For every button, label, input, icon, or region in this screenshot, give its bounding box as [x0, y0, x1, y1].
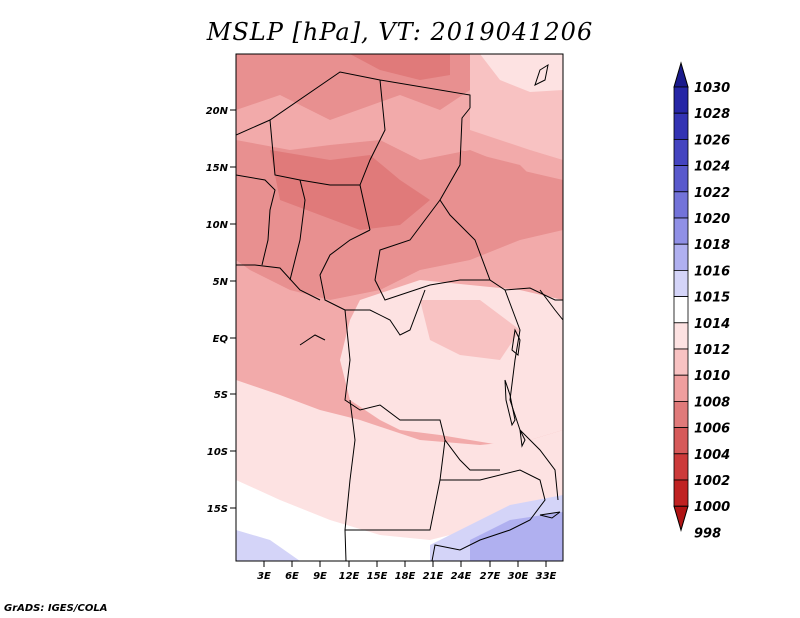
lat-label: 15N [206, 163, 229, 174]
plot-title: MSLP [hPa], VT: 2019041206 [206, 18, 594, 46]
lat-label: 10S [207, 447, 228, 458]
colorbar-label: 1030 [694, 81, 730, 96]
colorbar-label: 1008 [694, 395, 730, 410]
colorbar-swatch [673, 322, 689, 350]
colorbar-label: 1016 [694, 264, 730, 279]
lon-label: 15E [367, 571, 388, 582]
colorbar-label: 1012 [694, 343, 730, 358]
lat-label: 10N [206, 220, 229, 231]
colorbar-swatch [673, 191, 689, 219]
colorbar-label: 1010 [694, 369, 730, 384]
colorbar-swatch [673, 243, 689, 271]
colorbar-label: 1004 [694, 448, 730, 463]
colorbar-swatch [673, 400, 689, 428]
lon-label: 33E [536, 571, 557, 582]
colorbar-label: 1002 [694, 474, 730, 489]
colorbar-swatch [673, 165, 689, 193]
footer-credit: GrADS: IGES/COLA [4, 603, 108, 614]
lat-label: 20N [206, 106, 229, 117]
colorbar-swatch [673, 453, 689, 481]
colorbar-bottom-arrow [673, 505, 689, 532]
lat-label: 5S [214, 390, 228, 401]
lakes [504, 63, 561, 519]
colorbar-label: 1028 [694, 107, 730, 122]
lon-label: 18E [395, 571, 416, 582]
country-borders [236, 71, 563, 561]
colorbar-swatch [673, 138, 689, 166]
pressure-field [236, 54, 563, 561]
colorbar-label: 1022 [694, 186, 730, 201]
lon-label: 9E [313, 571, 327, 582]
colorbar-swatch [673, 112, 689, 140]
lon-label: 21E [423, 571, 444, 582]
colorbar-label: 1024 [694, 160, 730, 175]
colorbar-top-arrow [673, 61, 689, 88]
colorbar-label: 1026 [694, 133, 730, 148]
lon-label: 3E [257, 571, 271, 582]
colorbar-swatch [673, 269, 689, 297]
colorbar-swatch [673, 348, 689, 376]
colorbar-swatch [673, 217, 689, 245]
colorbar-label: 998 [694, 526, 721, 541]
lat-axis [230, 109, 236, 509]
lat-label: EQ [213, 334, 229, 345]
colorbar-swatch [673, 296, 689, 324]
lon-label: 24E [451, 571, 472, 582]
colorbar-label: 1018 [694, 238, 730, 253]
lon-label: 12E [339, 571, 360, 582]
colorbar-swatch [673, 427, 689, 455]
colorbar-swatch [673, 479, 689, 507]
colorbar-swatch [673, 374, 689, 402]
map-frame [235, 53, 564, 562]
colorbar-label: 1000 [694, 500, 730, 515]
lat-label: 5N [213, 277, 229, 288]
colorbar-label: 1006 [694, 422, 730, 437]
colorbar-label: 1020 [694, 212, 730, 227]
colorbar-label: 1015 [694, 291, 730, 306]
lon-axis [263, 561, 547, 567]
colorbar: 1030 1028 1026 1024 1022 1020 1018 1016 1015 1014… [673, 61, 730, 541]
colorbar-label: 1014 [694, 317, 730, 332]
lon-label: 27E [480, 571, 501, 582]
colorbar-swatch [673, 86, 689, 114]
lon-label: 6E [285, 571, 299, 582]
lat-label: 15S [207, 504, 228, 515]
lon-label: 30E [508, 571, 529, 582]
